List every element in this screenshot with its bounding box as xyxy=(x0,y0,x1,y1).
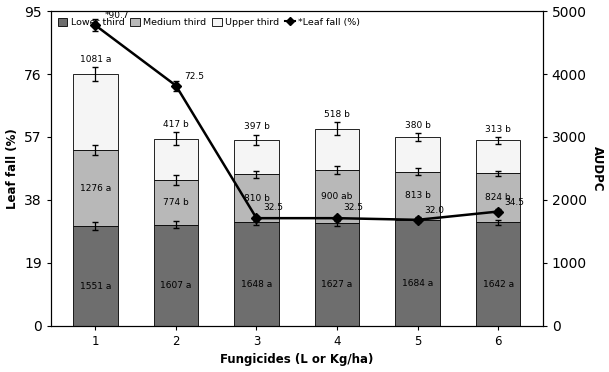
Text: 1276 a: 1276 a xyxy=(80,184,111,193)
Bar xyxy=(234,174,279,222)
Bar xyxy=(73,227,118,326)
Bar xyxy=(476,140,520,173)
Text: 900 ab: 900 ab xyxy=(322,192,353,201)
Text: 1551 a: 1551 a xyxy=(80,282,111,291)
Bar xyxy=(234,140,279,174)
Bar xyxy=(315,129,359,170)
Text: 32.5: 32.5 xyxy=(343,203,364,212)
Text: 1684 a: 1684 a xyxy=(402,279,433,288)
Legend: Lower third, Medium third, Upper third, *Leaf fall (%): Lower third, Medium third, Upper third, … xyxy=(55,16,362,29)
Bar xyxy=(154,225,198,326)
Text: 313 b: 313 b xyxy=(485,125,511,134)
Bar xyxy=(154,139,198,180)
Bar xyxy=(73,74,118,150)
Text: 774 b: 774 b xyxy=(163,198,189,207)
Text: 1081 a: 1081 a xyxy=(80,55,111,64)
Bar xyxy=(315,223,359,326)
Text: 1607 a: 1607 a xyxy=(160,281,192,290)
Bar xyxy=(73,150,118,227)
Text: 1642 a: 1642 a xyxy=(482,280,513,289)
Text: 417 b: 417 b xyxy=(163,120,189,129)
Text: 1627 a: 1627 a xyxy=(322,280,353,289)
Text: 397 b: 397 b xyxy=(244,122,269,131)
Bar xyxy=(395,172,440,220)
Text: 1648 a: 1648 a xyxy=(241,280,272,289)
Bar xyxy=(395,137,440,172)
Text: 32.5: 32.5 xyxy=(263,203,283,212)
Bar xyxy=(154,180,198,225)
Text: 72.5: 72.5 xyxy=(184,72,204,81)
Text: *90.7: *90.7 xyxy=(105,11,130,20)
Bar xyxy=(476,222,520,326)
Y-axis label: Leaf fall (%): Leaf fall (%) xyxy=(5,128,18,209)
Bar xyxy=(315,170,359,223)
Y-axis label: AUDPC: AUDPC xyxy=(591,146,604,191)
Text: 380 b: 380 b xyxy=(404,121,431,130)
X-axis label: Fungicides (L or Kg/ha): Fungicides (L or Kg/ha) xyxy=(220,353,373,366)
Text: 32.0: 32.0 xyxy=(424,206,444,215)
Text: 813 b: 813 b xyxy=(404,191,431,200)
Text: 518 b: 518 b xyxy=(324,110,350,119)
Bar xyxy=(395,220,440,326)
Bar xyxy=(476,173,520,222)
Text: 824 b: 824 b xyxy=(485,193,511,202)
Text: 34.5: 34.5 xyxy=(505,198,524,206)
Text: 810 b: 810 b xyxy=(244,194,269,203)
Bar xyxy=(234,222,279,326)
